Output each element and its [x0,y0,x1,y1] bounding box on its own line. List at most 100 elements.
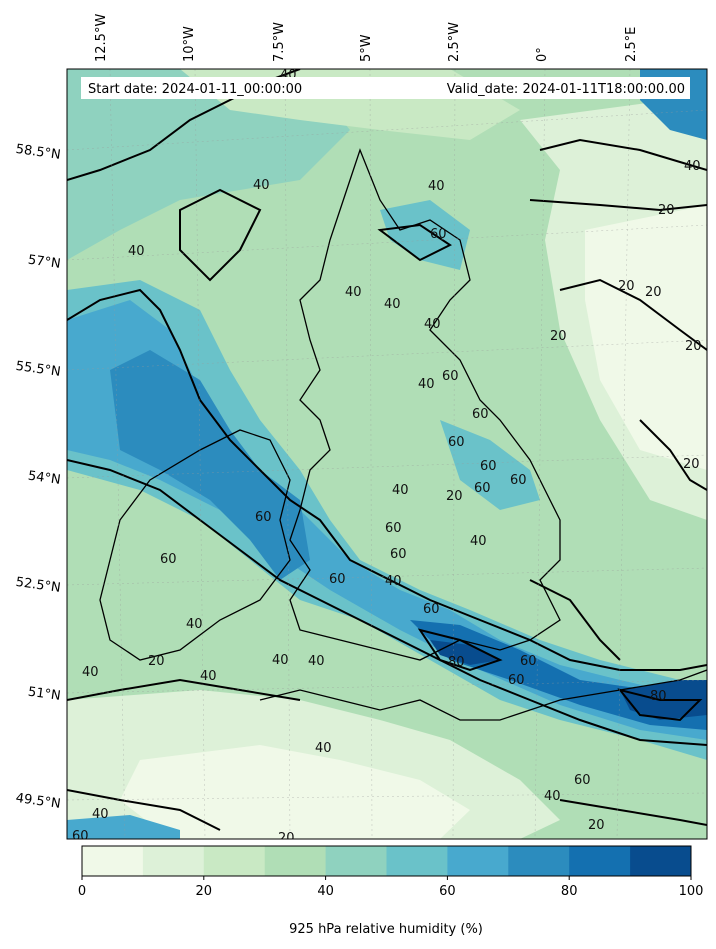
colorbar-swatch [386,846,448,876]
contour-label: 40 [385,574,402,589]
contour-label: 20 [446,489,463,504]
contour-label: 20 [550,329,567,344]
colorbar: 0 20 40 60 80 100 925 hPa relative humidity (… [78,845,704,937]
lat-label: 49.5°N [15,791,62,812]
colorbar-swatch [569,846,631,876]
humidity-field-north-sea-very-dry [585,205,707,470]
lon-label: 12.5°W [94,14,109,62]
contour-label: 40 [684,159,701,174]
coastlines [99,148,707,721]
date-info-background [81,77,690,99]
contour-label: 80 [650,689,667,704]
contour-label: 60 [390,547,407,562]
colorbar-swatch [508,846,570,876]
contour-label: 60 [430,227,447,242]
colorbar-tick-label: 20 [196,884,213,899]
graticule [67,69,707,839]
lat-label: 58.5°N [15,142,62,163]
contour-label: 60 [442,369,459,384]
contour-label: 40 [345,285,362,300]
contour-label: 60 [510,473,527,488]
lon-label: 10°W [182,26,197,62]
contour-label: 40 [272,653,289,668]
contour-label: 20 [148,654,165,669]
colorbar-swatch [630,846,692,876]
contour-label: 40 [544,789,561,804]
colorbar-swatch [142,846,205,876]
contour-label: 60 [160,552,177,567]
contour-label: 40 [428,179,445,194]
lat-label: 52.5°N [15,575,62,596]
contour-label: 20 [645,285,662,300]
lat-label: 57°N [27,253,62,272]
contour-label: 20 [683,457,700,472]
contour-label: 40 [308,654,325,669]
humidity-field-bottom-moist [67,815,180,839]
lat-label: 54°N [27,469,62,488]
contour-label: 40 [186,617,203,632]
contour-label: 60 [423,602,440,617]
colorbar-tick-label: 40 [317,884,334,899]
longitude-labels: 12.5°W 10°W 7.5°W 5°W 2.5°W 0° 2.5°E [94,14,639,62]
map-plot-area: 40 20 40 40 40 40 20 20 20 20 20 60 40 4… [67,69,707,846]
lon-label: 2.5°W [447,22,462,62]
contour-label: 20 [618,279,635,294]
contour-label: 40 [92,807,109,822]
contour-label: 40 [418,377,435,392]
start-date-text: Start date: 2024-01-11_00:00:00 [88,82,302,97]
humidity-field-france-very-dry [120,745,470,839]
contour-label: 60 [472,407,489,422]
colorbar-title: 925 hPa relative humidity (%) [289,922,483,937]
colorbar-tick-label: 60 [439,884,456,899]
contour-label: 60 [448,435,465,450]
contour-label: 40 [470,534,487,549]
colorbar-ticks: 0 20 40 60 80 100 [78,876,704,899]
latitude-labels: 58.5°N 57°N 55.5°N 54°N 52.5°N 51°N 49.5… [15,142,62,812]
contour-label: 60 [474,481,491,496]
contour-label: 20 [588,818,605,833]
lon-label: 7.5°W [272,22,287,62]
colorbar-swatch [264,846,327,876]
contour-label: 60 [480,459,497,474]
contour-label: 40 [392,483,409,498]
contour-label: 20 [278,831,295,846]
contour-label-group: 40 20 40 40 40 40 20 20 20 20 20 60 40 4… [72,69,702,846]
contour-label: 60 [508,673,525,688]
humidity-field-atlantic-moist [67,280,707,760]
contour-label: 80 [448,655,465,670]
contour-label: 60 [520,654,537,669]
contour-label: 60 [72,829,89,844]
contour-label: 40 [384,297,401,312]
contour-label: 40 [200,669,217,684]
humidity-field-scotland-moist [380,200,470,270]
humidity-field-england-moist [440,420,540,510]
contour-label: 20 [685,339,702,354]
contour-label: 40 [253,178,270,193]
contour-label: 40 [315,741,332,756]
date-info-box: Start date: 2024-01-11_00:00:00 Valid_da… [81,77,690,99]
humidity-field-irish-sea-wet [110,350,310,580]
contour-label: 40 [424,317,441,332]
colorbar-swatch [325,846,387,876]
colorbar-tick-label: 100 [679,884,704,899]
lat-label: 51°N [27,685,62,704]
colorbar-swatches [82,846,692,876]
contour-label: 60 [385,521,402,536]
lat-label: 55.5°N [15,359,62,380]
contour-label: 40 [128,244,145,259]
colorbar-swatch [203,846,266,876]
valid-date-text: Valid_date: 2024-01-11T18:00:00.00 [447,82,685,97]
contour-label: 60 [255,510,272,525]
humidity-contours [67,69,707,831]
contour-label: 60 [329,572,346,587]
lon-label: 5°W [359,34,374,62]
lon-label: 0° [535,47,550,62]
map-frame [66,68,708,840]
colorbar-swatch [82,846,144,876]
contour-label: 20 [658,203,675,218]
colorbar-frame [81,845,692,877]
lon-label: 2.5°E [624,27,639,62]
contour-label: 60 [574,773,591,788]
colorbar-tick-label: 0 [78,884,86,899]
